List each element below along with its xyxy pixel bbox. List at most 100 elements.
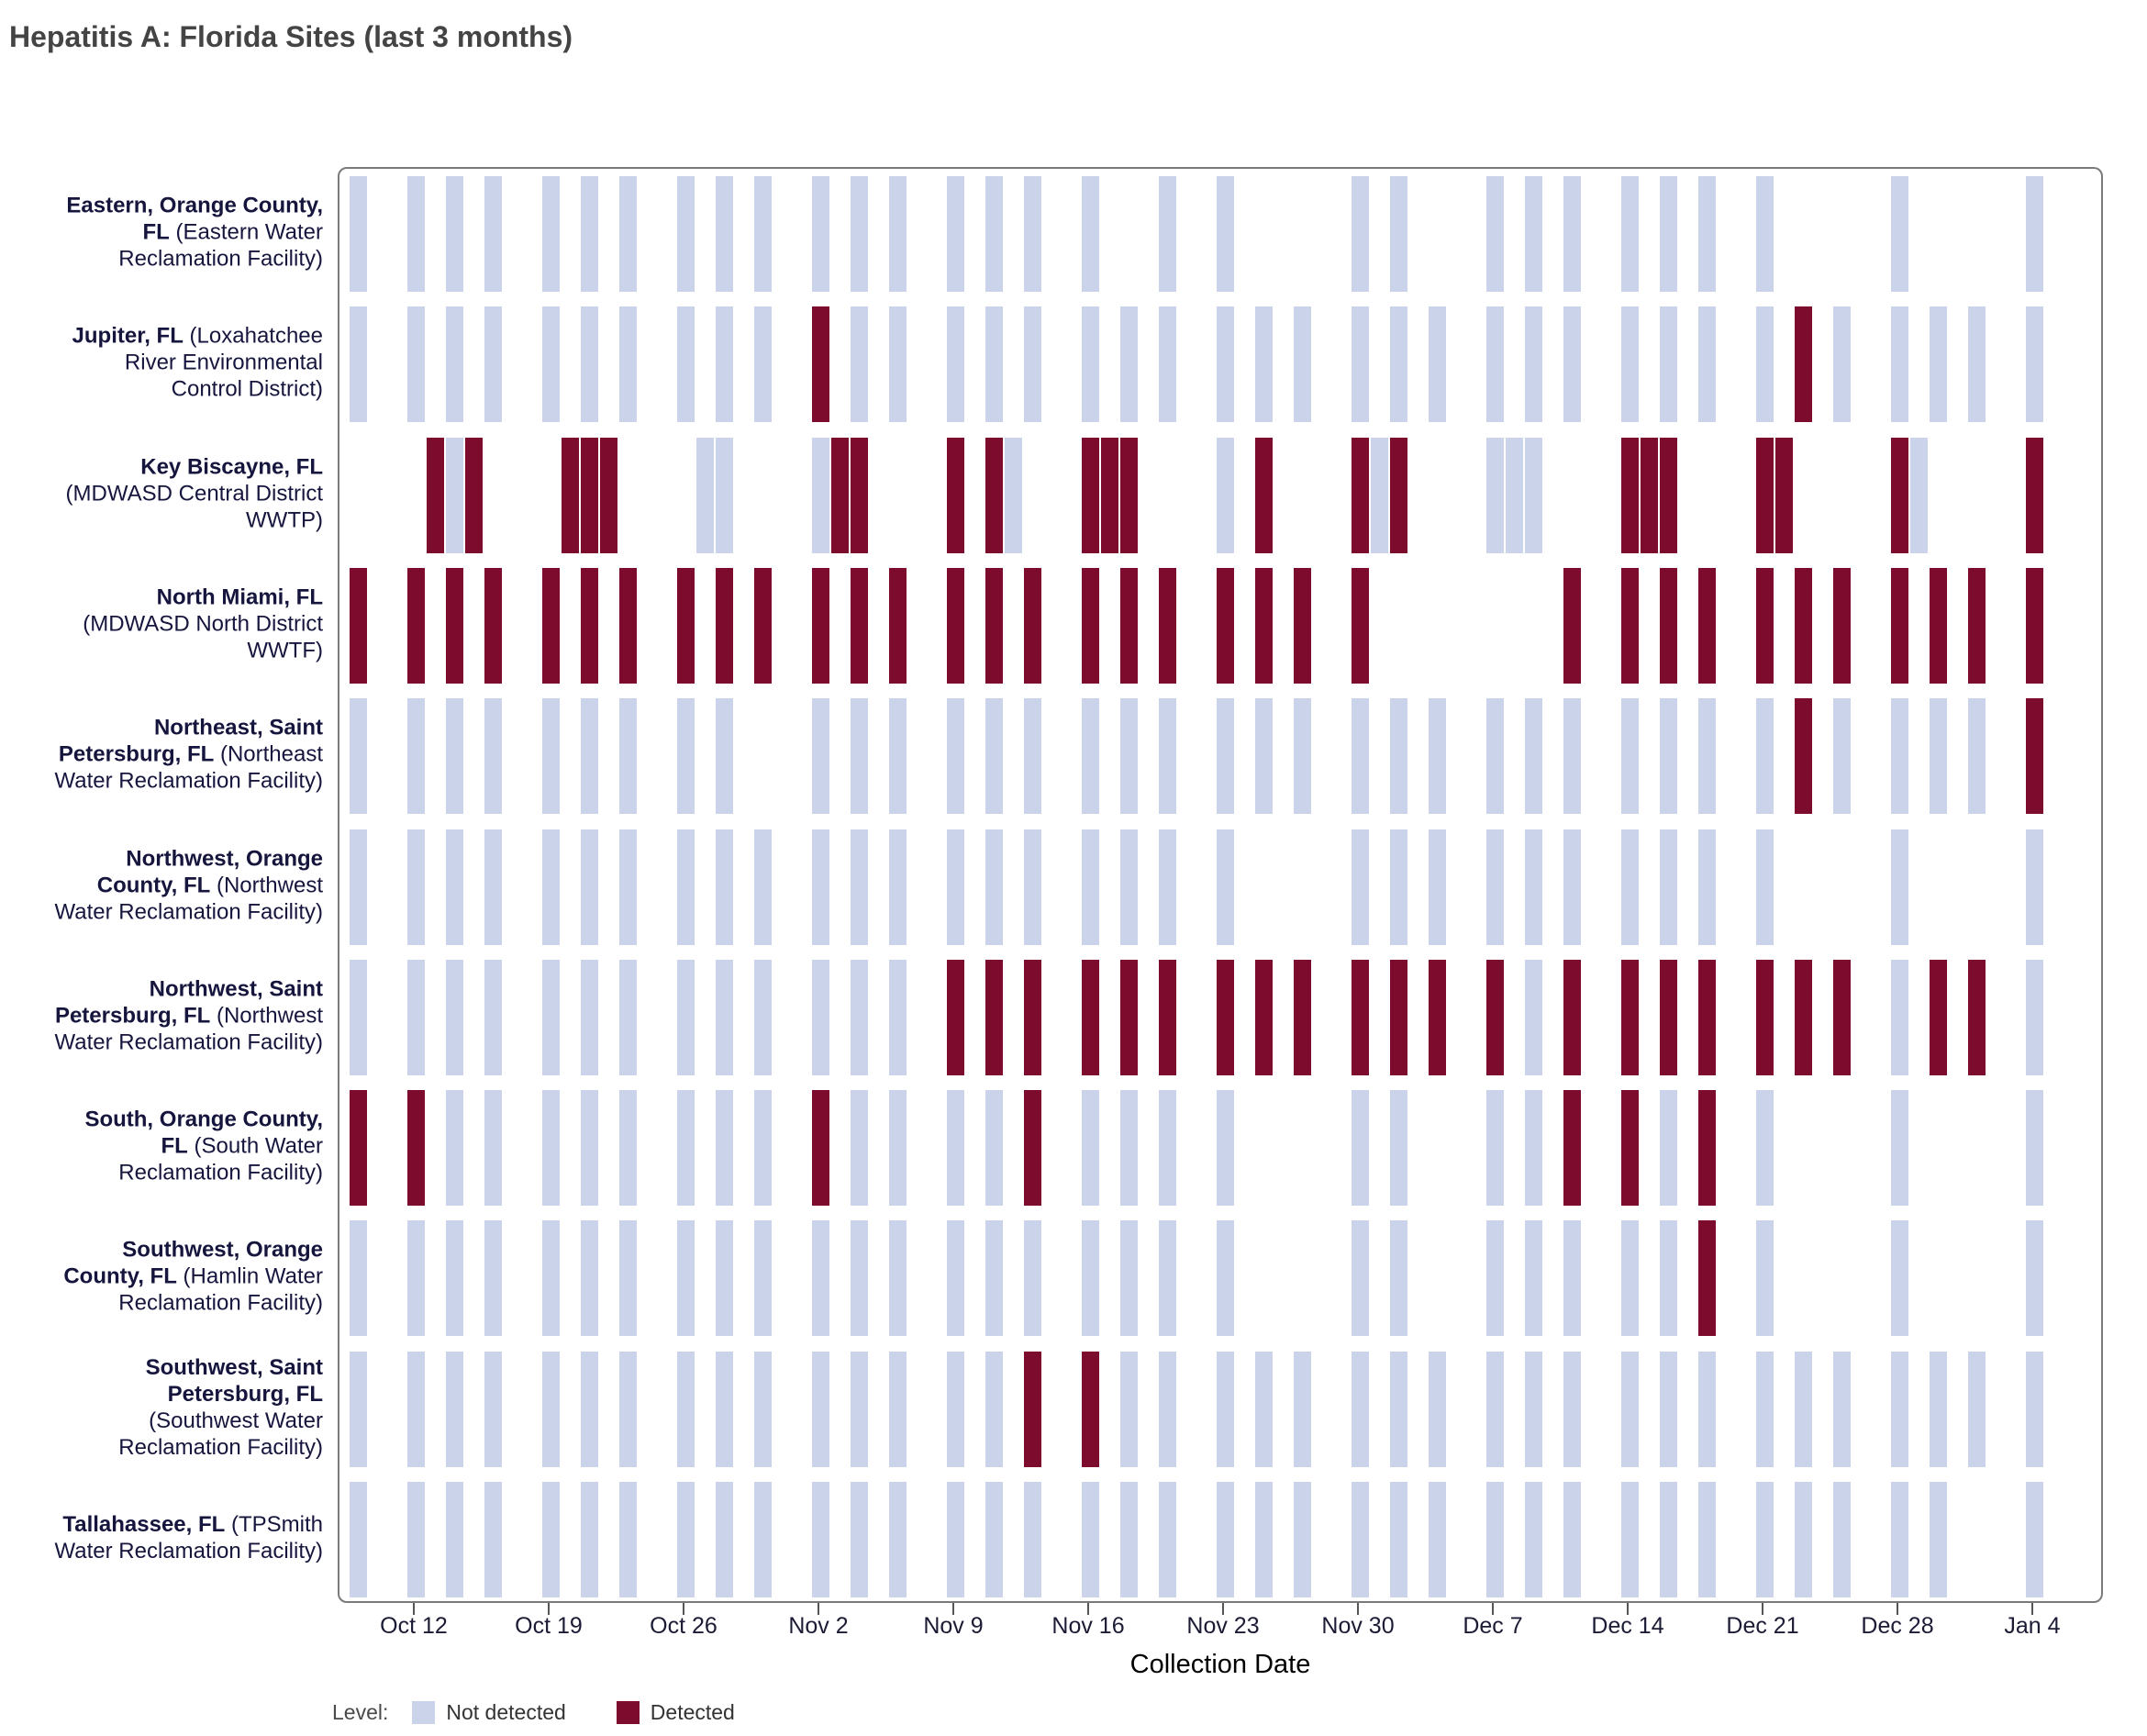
site-name: Eastern, Orange County, FL [66, 193, 323, 245]
tile-not-detected [1428, 1351, 1446, 1467]
tile-not-detected [541, 959, 560, 1075]
tile-not-detected [1620, 1351, 1639, 1467]
tile-not-detected [1351, 829, 1369, 945]
tile-not-detected [349, 698, 367, 815]
tile-detected [349, 1090, 367, 1207]
tile-detected [1697, 567, 1716, 684]
not-detected-swatch-icon [412, 1700, 436, 1724]
tile-not-detected [1485, 1481, 1504, 1597]
tile-not-detected [753, 829, 772, 945]
tile-not-detected [445, 306, 463, 423]
tile-detected [1485, 959, 1504, 1075]
tile-not-detected [580, 1481, 598, 1597]
site-name: Northwest, Saint Petersburg, FL [54, 976, 323, 1029]
tile-not-detected [406, 306, 425, 423]
tile-not-detected [1351, 306, 1369, 423]
tile-detected [1254, 959, 1273, 1075]
tile-detected [580, 567, 598, 684]
tile-detected [1158, 567, 1176, 684]
tile-detected [1023, 567, 1041, 684]
tile-not-detected [888, 698, 907, 815]
tile-not-detected [676, 1090, 695, 1207]
tile-not-detected [753, 176, 772, 293]
tile-not-detected [1563, 1351, 1581, 1467]
tile-not-detected [1485, 1090, 1504, 1207]
tile-not-detected [580, 1220, 598, 1337]
tile-not-detected [1524, 1351, 1542, 1467]
x-tick-mark [1627, 1603, 1629, 1615]
tile-not-detected [985, 1220, 1003, 1337]
tile-not-detected [1428, 698, 1446, 815]
x-tick-mark [683, 1603, 684, 1615]
x-tick-label: Jan 4 [2004, 1613, 2061, 1639]
site-facility: (South Water Reclamation Facility) [118, 1133, 323, 1185]
tile-not-detected [850, 959, 868, 1075]
tile-not-detected [715, 829, 733, 945]
tile-not-detected [946, 176, 964, 293]
tile-not-detected [1023, 176, 1041, 293]
tile-not-detected [1081, 1481, 1099, 1597]
tile-not-detected [850, 1351, 868, 1467]
tile-not-detected [1351, 176, 1369, 293]
tile-detected [2025, 698, 2043, 815]
tile-not-detected [1216, 1351, 1234, 1467]
tile-not-detected [1023, 1220, 1041, 1337]
tile-not-detected [1890, 1090, 1908, 1207]
tile-detected [811, 306, 829, 423]
tile-not-detected [676, 1220, 695, 1337]
tile-not-detected [946, 1481, 964, 1597]
tile-not-detected [1890, 1351, 1908, 1467]
tile-not-detected [1697, 698, 1716, 815]
tile-not-detected [1890, 176, 1908, 293]
tile-detected [1216, 567, 1234, 684]
tile-detected [1640, 437, 1658, 553]
tile-not-detected [406, 698, 425, 815]
tile-not-detected [1216, 1481, 1234, 1597]
tile-not-detected [850, 1090, 868, 1207]
tile-not-detected [1081, 1090, 1099, 1207]
tile-not-detected [1659, 829, 1677, 945]
tile-detected [1929, 567, 1947, 684]
tile-not-detected [1370, 437, 1388, 553]
tile-not-detected [541, 1220, 560, 1337]
x-tick-label: Nov 30 [1321, 1613, 1395, 1639]
tile-not-detected [1755, 1090, 1774, 1207]
tile-not-detected [1351, 698, 1369, 815]
tile-detected [985, 959, 1003, 1075]
tile-not-detected [1967, 698, 1986, 815]
tile-not-detected [753, 306, 772, 423]
x-tick-mark [818, 1603, 819, 1615]
x-tick-label: Oct 26 [650, 1613, 718, 1639]
tile-detected [1081, 959, 1099, 1075]
tile-not-detected [1254, 1481, 1273, 1597]
tile-detected [1794, 567, 1812, 684]
tile-not-detected [1389, 1090, 1407, 1207]
tile-not-detected [1890, 829, 1908, 945]
site-name: Key Biscayne, FL [140, 454, 323, 480]
tile-detected [946, 959, 964, 1075]
tile-detected [406, 567, 425, 684]
tile-not-detected [1351, 1351, 1369, 1467]
site-label: Southwest, Orange County, FL (Hamlin Wat… [0, 1237, 323, 1317]
tile-not-detected [1620, 306, 1639, 423]
tile-not-detected [850, 1481, 868, 1597]
tile-not-detected [985, 698, 1003, 815]
tile-not-detected [1890, 1220, 1908, 1337]
tile-not-detected [1524, 1220, 1542, 1337]
tile-not-detected [2025, 306, 2043, 423]
tile-detected [1659, 959, 1677, 1075]
tile-not-detected [946, 1351, 964, 1467]
tile-not-detected [1832, 1481, 1851, 1597]
tile-not-detected [753, 1481, 772, 1597]
tile-not-detected [1216, 306, 1234, 423]
tile-not-detected [715, 437, 733, 553]
site-name: Northwest, Orange County, FL [96, 846, 323, 897]
tile-not-detected [850, 176, 868, 293]
tile-detected [1428, 959, 1446, 1075]
tile-not-detected [1119, 1220, 1138, 1337]
tile-not-detected [1659, 1090, 1677, 1207]
tile-detected [1158, 959, 1176, 1075]
tile-not-detected [1023, 306, 1041, 423]
tile-not-detected [850, 1220, 868, 1337]
tile-detected [1293, 567, 1311, 684]
